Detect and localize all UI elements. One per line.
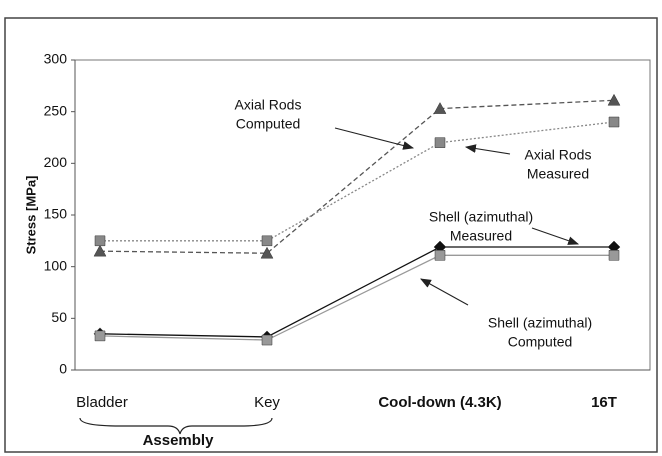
point [607, 93, 621, 106]
point [93, 244, 107, 257]
annotation: Measured [527, 166, 589, 182]
y-tick-label: 150 [44, 206, 68, 222]
point [260, 246, 274, 259]
y-tick-label: 50 [51, 309, 67, 325]
series-line [99, 99, 615, 254]
series-line [99, 246, 614, 338]
annotation-arrow [464, 144, 511, 155]
y-tick-label: 100 [44, 257, 68, 273]
x-tick-label: Cool-down (4.3K) [378, 394, 501, 411]
point [94, 235, 106, 247]
point [608, 116, 620, 128]
annotation-arrow [531, 227, 580, 245]
x-tick-label: 16T [591, 394, 617, 411]
annotation: Computed [236, 116, 301, 132]
y-axis-label: Stress [MPa] [23, 176, 38, 255]
point [433, 102, 447, 114]
y-tick-label: 300 [44, 51, 68, 67]
annotation: Axial Rods [235, 97, 302, 113]
point [434, 137, 446, 148]
series-line [99, 254, 614, 341]
group-label: Assembly [143, 432, 215, 449]
annotation: Computed [508, 334, 573, 350]
annotation: Measured [450, 228, 512, 244]
series-line [100, 121, 615, 242]
annotation: Axial Rods [525, 147, 592, 163]
point [94, 330, 106, 342]
x-tick-label: Key [254, 394, 280, 411]
point [434, 250, 446, 261]
point [261, 334, 273, 346]
annotation-arrow [420, 278, 469, 306]
y-tick-label: 200 [44, 154, 68, 170]
x-tick-label: Bladder [76, 394, 128, 411]
annotation: Shell (azimuthal) [488, 315, 592, 331]
chart-frame [4, 17, 658, 453]
point [608, 250, 620, 261]
group-bracket [79, 417, 273, 435]
y-tick-label: 250 [44, 102, 68, 118]
y-tick-label: 0 [59, 361, 67, 377]
point [261, 235, 273, 247]
annotation-arrow [334, 127, 415, 150]
annotation: Shell (azimuthal) [429, 209, 533, 225]
